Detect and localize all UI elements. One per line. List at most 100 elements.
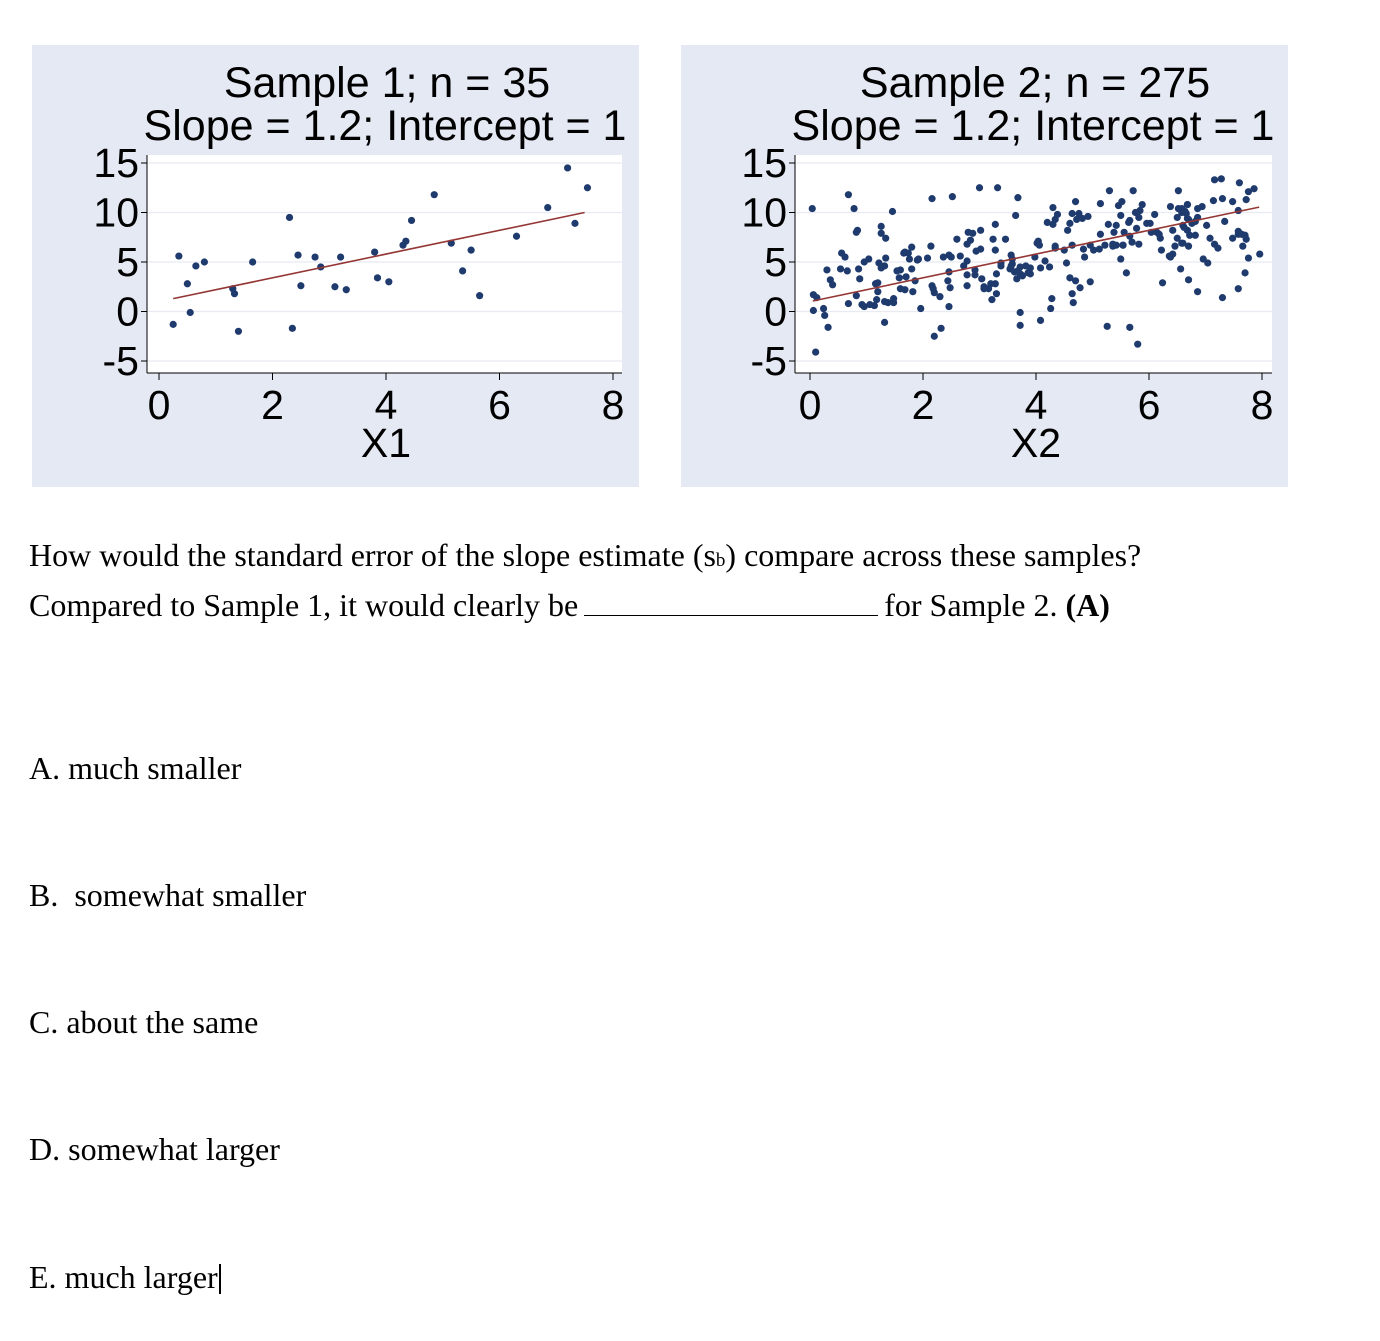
data-point-37 [1120,228,1128,236]
data-point-267 [877,222,885,230]
data-point-131 [963,257,971,265]
data-point-5 [200,258,208,266]
question-line-1-before: How would the standard error of the slop… [29,537,716,573]
x-tick-label-0: 0 [148,382,171,428]
data-point-133 [836,265,845,273]
data-point-233 [1184,276,1193,284]
data-point-5 [1173,234,1181,242]
data-point-104 [1135,213,1143,222]
x-axis-label: X1 [361,420,411,466]
data-point-259 [888,207,897,216]
data-point-248 [870,301,879,310]
data-point-16 [331,283,339,291]
data-point-123 [875,259,883,267]
data-point-185 [858,300,866,309]
data-point-63 [1045,263,1054,271]
data-point-80 [1117,255,1125,263]
x-tick-label-3: 6 [1138,382,1161,428]
option-c: C. about the same [29,1004,259,1041]
data-point-15 [1234,285,1242,293]
data-point-46 [1001,235,1010,243]
data-point-229 [1126,323,1134,331]
data-point-271 [1134,340,1142,348]
chart-panel-sample-2: -5 0 5 10 15 0 2 4 6 8 Sample 2; n = 275 Slope = 1.… [681,45,1288,487]
data-point-82 [1071,198,1080,206]
data-point-200 [1177,265,1185,273]
chart-title-line-1: Sample 2; n = 275 [860,59,1210,107]
data-point-18 [342,286,350,294]
data-point-210 [1174,187,1182,195]
data-point-93 [1166,202,1175,211]
data-point-244 [854,265,863,273]
data-point-83 [1209,197,1218,205]
data-point-142 [1135,240,1143,248]
data-point-20 [1101,241,1109,249]
x-tick-label-4: 8 [1251,382,1274,428]
data-point-102 [843,267,851,275]
data-point-224 [1086,278,1094,286]
plot-area-sample-1 [147,155,622,373]
data-point-52 [1241,269,1249,277]
data-point-67 [1217,175,1225,183]
y-tick-label-4: 15 [741,140,787,186]
data-point-139 [956,252,964,260]
data-point-55 [1256,250,1264,258]
data-point-216 [1193,288,1202,296]
data-point-249 [930,332,938,340]
data-point-17 [337,253,345,261]
data-point-226 [1191,231,1199,239]
data-point-169 [1180,223,1188,231]
data-point-101 [1068,290,1076,298]
data-point-196 [1132,224,1141,232]
data-point-178 [896,285,904,293]
data-point-115 [1155,230,1163,238]
y-tick-label-4: 15 [93,140,139,186]
y-axis-label: Y2 [681,239,686,289]
option-a: A. much smaller [29,749,242,786]
data-point-92 [1062,259,1071,267]
data-point-179 [821,311,829,320]
data-point-222 [1165,252,1173,260]
data-point-182 [1109,240,1117,248]
data-point-242 [808,204,816,213]
data-point-176 [963,282,971,290]
data-point-73 [1203,221,1211,229]
data-point-197 [937,324,945,332]
data-point-262 [972,247,980,255]
data-point-228 [844,191,853,199]
plot-area-sample-2 [795,155,1272,373]
data-point-203 [1007,262,1015,270]
y-tick-label-2: 5 [764,239,787,285]
question-text: How would the standard error of the slop… [29,533,1141,627]
data-point-234 [1218,294,1227,302]
data-point-120 [1110,228,1118,236]
data-point-250 [1053,210,1062,219]
data-point-135 [1210,240,1219,248]
data-point-254 [1103,322,1111,330]
data-point-191 [988,296,996,304]
data-point-140 [1073,215,1081,224]
data-point-28 [467,246,475,254]
y-tick-label-0: -5 [103,338,139,384]
data-point-103 [1119,241,1127,249]
data-point-177 [1048,295,1056,303]
data-point-118 [1157,246,1166,254]
data-point-56 [917,304,925,313]
data-point-183 [1016,321,1024,329]
data-point-98 [1244,188,1253,196]
data-point-255 [877,229,885,237]
data-point-258 [1036,264,1045,272]
data-point-33 [571,219,579,227]
data-point-144 [896,266,904,274]
data-point-263 [1080,253,1089,261]
data-point-174 [880,318,889,326]
y-tick-label-3: 10 [93,190,139,236]
answer-blank [584,585,879,616]
data-point-270 [1122,269,1130,277]
y-tick-label-2: 5 [116,239,139,285]
x-tick-label-2: 4 [1025,382,1048,428]
y-tick-label-1: 0 [764,289,787,335]
data-point-78 [1105,187,1114,195]
data-point-141 [871,280,880,288]
